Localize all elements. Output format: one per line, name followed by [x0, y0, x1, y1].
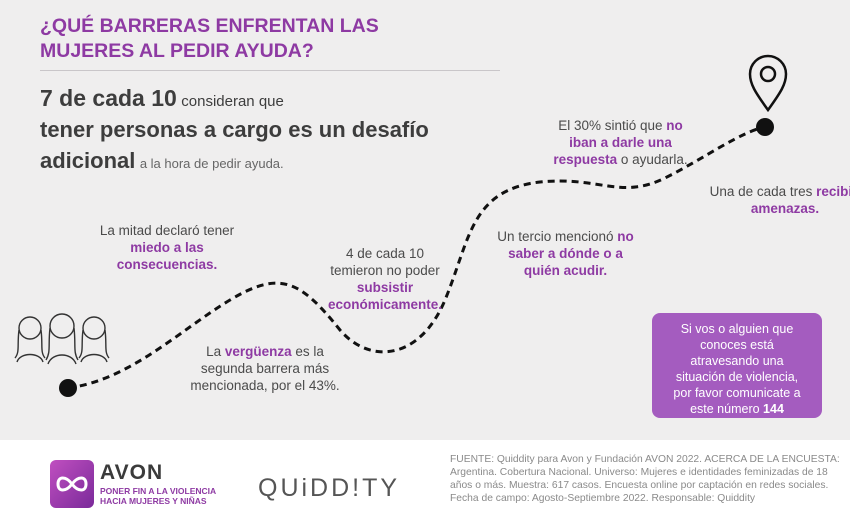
path	[67, 125, 766, 390]
step: Una de cada tres recibió amenazas.	[705, 183, 850, 217]
title-line: MUJERES AL PEDIR AYUDA?	[40, 40, 314, 62]
headline-text: a la hora de pedir ayuda.	[139, 156, 284, 171]
start-dot	[59, 379, 77, 397]
emphasis: vergüenza	[224, 344, 292, 359]
text: Un tercio mencionó	[497, 229, 614, 244]
text: 4 de cada 10 temieron no poder	[330, 246, 440, 278]
emphasis: miedo a las consecuencias.	[116, 240, 218, 272]
text: es la segunda barrera más mencionada, po…	[190, 344, 340, 393]
step: La mitad declaró tener miedo a las conse…	[92, 222, 242, 273]
headline-emphasis: tener personas a cargo es un desafío adi…	[40, 117, 429, 173]
help-callout: Si vos o alguien que conoces está atrave…	[652, 313, 822, 418]
end-dot	[756, 118, 774, 136]
headline: 7 de cada 10 consideran que tener person…	[40, 84, 510, 178]
text: Una de cada tres	[709, 184, 813, 199]
step: El 30% sintió que no iban a darle una re…	[548, 117, 693, 168]
step: La vergüenza es la segunda barrera más m…	[185, 343, 345, 394]
tagline: PONER FIN A LA VIOLENCIA	[100, 486, 217, 496]
tagline: HACIA MUJERES Y NIÑAS	[100, 496, 207, 506]
avon-logo	[50, 460, 94, 508]
text: o ayudarla.	[620, 152, 688, 167]
pin	[748, 54, 788, 113]
emphasis: no iban a darle una respuesta	[553, 118, 683, 167]
partner-logo: QUiDD!TY	[258, 474, 401, 502]
text: Si vos o alguien que conoces está atrave…	[673, 322, 801, 416]
brand: AVON	[100, 461, 164, 484]
emphasis: no saber a dónde o a quién acudir.	[508, 229, 634, 278]
headline-text: consideran que	[181, 93, 284, 110]
journey	[14, 54, 788, 397]
title-line: ¿QUÉ BARRERAS ENFRENTAN LAS	[40, 15, 379, 37]
emphasis: subsistir económicamente.	[327, 280, 443, 312]
women-icon	[14, 313, 110, 365]
emphasis: 144	[763, 402, 784, 416]
text: El 30% sintió que	[558, 118, 663, 133]
headline-stat: 7 de cada 10	[40, 85, 177, 111]
text: La	[206, 344, 222, 359]
text: La mitad declaró tener	[99, 223, 235, 238]
divider	[40, 70, 500, 71]
source-note: FUENTE: Quiddity para Avon y Fundación A…	[450, 454, 840, 504]
title: ¿QUÉ BARRERAS ENFRENTAN LAS MUJERES AL P…	[40, 14, 520, 64]
step: Un tercio mencionó no saber a dónde o a …	[493, 228, 638, 279]
step: 4 de cada 10 temieron no poder subsistir…	[325, 245, 445, 313]
emphasis: recibió amenazas.	[750, 184, 850, 216]
footer	[0, 440, 850, 529]
